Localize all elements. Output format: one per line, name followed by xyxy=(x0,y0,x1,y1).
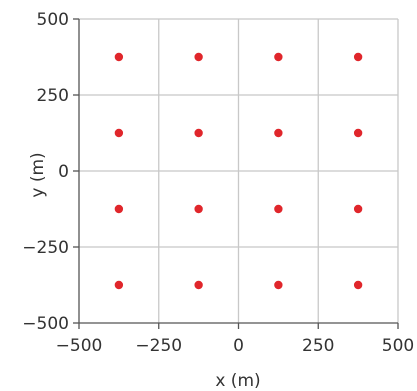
data-point xyxy=(194,204,203,214)
data-point xyxy=(194,128,203,138)
data-point xyxy=(194,280,203,290)
grid xyxy=(79,18,399,323)
x-axis-title: x (m) xyxy=(215,371,260,391)
axes xyxy=(73,18,399,329)
y-tick-label: −500 xyxy=(22,314,69,334)
data-point xyxy=(114,128,124,138)
data-point xyxy=(353,204,363,214)
x-tick-label: −250 xyxy=(135,336,182,356)
y-axis-title: y (m) xyxy=(28,152,48,197)
y-tick-label: 500 xyxy=(37,10,69,30)
data-point xyxy=(114,204,124,214)
x-tick-label: 500 xyxy=(382,336,414,356)
y-tick-label: 250 xyxy=(37,86,69,106)
y-tick-label: 0 xyxy=(58,162,69,182)
data-point xyxy=(274,204,283,214)
data-point xyxy=(114,52,124,62)
data-point xyxy=(353,52,363,62)
data-point xyxy=(274,52,283,62)
data-point xyxy=(353,280,363,290)
data-point xyxy=(194,52,203,62)
data-point xyxy=(353,128,363,138)
y-tick-label: −250 xyxy=(22,238,69,258)
data-point xyxy=(114,280,124,290)
x-tick-label: −500 xyxy=(56,336,103,356)
x-tick-label: 0 xyxy=(233,336,244,356)
data-points xyxy=(114,52,363,290)
data-point xyxy=(274,280,283,290)
tick-labels: −500 −250 0 250 500 −500 −250 0 250 500 xyxy=(22,10,414,356)
x-tick-label: 250 xyxy=(302,336,334,356)
data-point xyxy=(274,128,283,138)
